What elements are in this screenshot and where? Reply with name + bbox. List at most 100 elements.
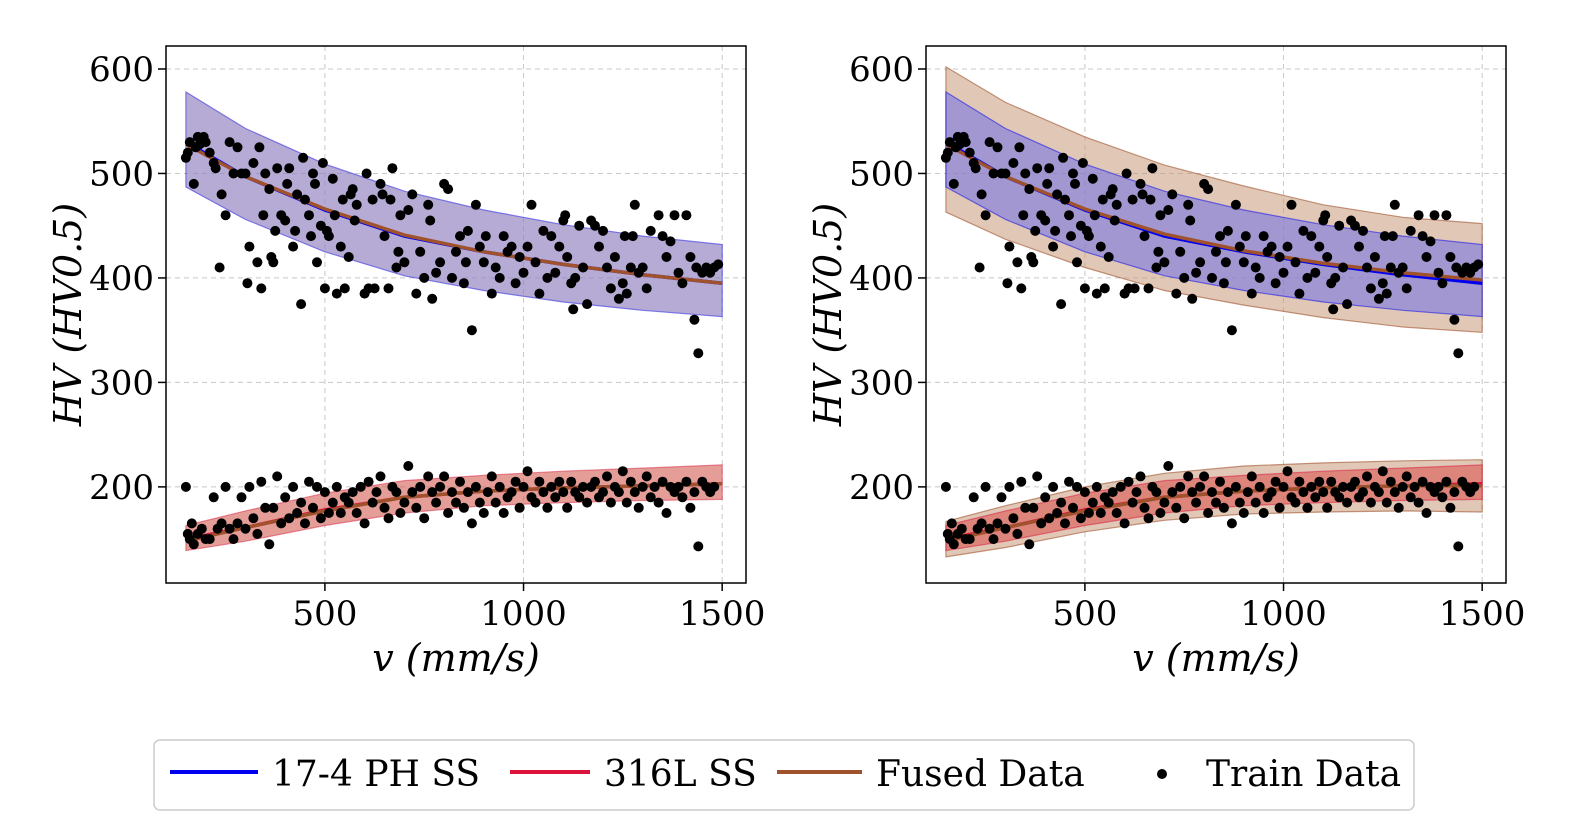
p0-train-point-104	[494, 272, 505, 283]
p1-train-point-251	[1278, 481, 1289, 492]
p1-train-point-259	[1310, 492, 1321, 503]
p0-train-point-83	[419, 272, 430, 283]
p1-train-point-145	[1401, 283, 1412, 294]
p0-train-point-198	[308, 502, 318, 513]
p1-train-point-76	[1153, 246, 1164, 257]
p1-train-point-134	[1365, 283, 1376, 294]
p0-train-point-68	[369, 283, 380, 294]
p1-train-point-139	[1381, 288, 1392, 299]
p0-train-point-193	[288, 481, 299, 492]
p1-train-point-101	[1240, 231, 1251, 242]
p1-train-point-285	[1413, 497, 1424, 508]
p0-train-point-239	[470, 481, 481, 492]
p1-train-point-132	[1358, 225, 1368, 236]
p1-train-point-242	[1242, 487, 1253, 498]
p1-train-point-72	[1143, 283, 1154, 294]
p1-train-point-62	[1109, 215, 1120, 226]
p0-train-point-63	[351, 199, 362, 210]
p1-ytick-label-3: 500	[849, 154, 914, 194]
p1-train-point-217	[1143, 513, 1154, 524]
p0-train-point-81	[411, 288, 422, 299]
p0-train-point-207	[343, 497, 354, 508]
p0-train-point-269	[590, 476, 600, 487]
p1-train-point-118	[1310, 267, 1321, 278]
p1-train-point-97	[1226, 325, 1237, 336]
p0-train-point-181	[240, 523, 251, 534]
p1-train-point-279	[1389, 487, 1400, 498]
p1-train-point-170	[956, 523, 967, 534]
p1-train-point-110	[1278, 267, 1289, 278]
p1-ytick-label-4: 600	[849, 50, 914, 90]
p1-train-point-208	[1107, 487, 1118, 498]
p1-train-point-142	[1389, 199, 1400, 210]
p0-train-point-138	[619, 231, 630, 242]
p0-train-point-209	[351, 508, 362, 518]
p0-train-point-30	[268, 257, 279, 268]
p0-train-point-47	[312, 257, 322, 268]
p1-train-point-8	[960, 137, 971, 148]
p1-train-point-214	[1131, 487, 1142, 498]
p1-train-point-9	[964, 147, 975, 158]
p1-train-point-92	[1211, 246, 1221, 257]
p1-train-point-82	[1175, 246, 1186, 257]
p1-train-point-225	[1175, 481, 1186, 492]
p0-train-point-3	[188, 178, 199, 189]
p1-train-point-11	[970, 163, 981, 174]
p0-train-point-74	[387, 163, 398, 174]
p1-train-point-83	[1179, 272, 1190, 283]
p1-train-point-224	[1171, 502, 1182, 513]
p0-train-point-215	[375, 471, 386, 482]
p0-train-point-167	[186, 518, 197, 529]
p1-train-point-175	[976, 518, 987, 529]
p1-train-point-27	[1020, 168, 1031, 179]
p1-train-point-96	[1222, 225, 1233, 236]
p0-train-point-53	[327, 173, 338, 184]
p1-train-point-284	[1409, 481, 1420, 492]
p1-axes-frame	[925, 45, 1507, 584]
p1-train-point-55	[1091, 288, 1102, 299]
p0-train-point-109	[514, 252, 525, 262]
p0-train-point-77	[395, 210, 406, 221]
p0-train-point-58	[339, 283, 350, 294]
p1-train-point-295	[1453, 541, 1464, 552]
p1-train-point-299	[1469, 481, 1480, 492]
p1-train-point-140	[1385, 262, 1396, 273]
p0-fused-band-high	[185, 92, 723, 317]
p0-train-point-54	[329, 210, 340, 221]
p0-train-point-265	[574, 492, 585, 503]
p1-train-point-229	[1191, 497, 1202, 508]
p1-train-point-205	[1095, 508, 1106, 518]
p1-train-point-39	[1052, 189, 1063, 200]
p0-train-point-130	[590, 220, 600, 231]
p0-train-point-281	[637, 481, 648, 492]
p1-train-point-14	[980, 210, 991, 221]
p1-train-point-164	[940, 481, 951, 492]
p1-train-point-216	[1139, 502, 1150, 513]
p1-train-point-258	[1306, 481, 1317, 492]
p0-train-point-260	[554, 476, 565, 487]
p0-train-point-299	[709, 481, 720, 492]
p0-train-point-231	[439, 471, 450, 482]
p0-train-point-91	[447, 272, 457, 283]
p1-train-point-49	[1077, 158, 1088, 168]
p1-train-point-42	[1060, 194, 1070, 205]
p0-xlabel: v (mm/s)	[372, 636, 540, 680]
p0-train-point-186	[260, 502, 271, 513]
p0-train-point-113	[530, 257, 541, 268]
p0-train-point-182	[244, 481, 255, 492]
p1-train-point-38	[1050, 225, 1061, 236]
p0-train-point-286	[657, 476, 668, 487]
p0-train-point-272	[602, 471, 612, 482]
p0-train-point-279	[629, 487, 640, 498]
p0-ytick-label-0: 200	[89, 468, 154, 508]
p1-train-point-144	[1397, 262, 1408, 273]
p0-train-point-282	[641, 471, 652, 482]
p0-train-point-292	[681, 476, 692, 487]
p0-train-point-252	[522, 466, 533, 477]
p0-train-point-223	[407, 487, 418, 498]
p1-train-point-57	[1097, 194, 1108, 205]
p0-train-point-259	[550, 492, 561, 503]
p1-train-point-256	[1298, 487, 1309, 498]
p0-train-point-267	[582, 497, 593, 508]
p1-train-point-186	[1020, 502, 1031, 513]
